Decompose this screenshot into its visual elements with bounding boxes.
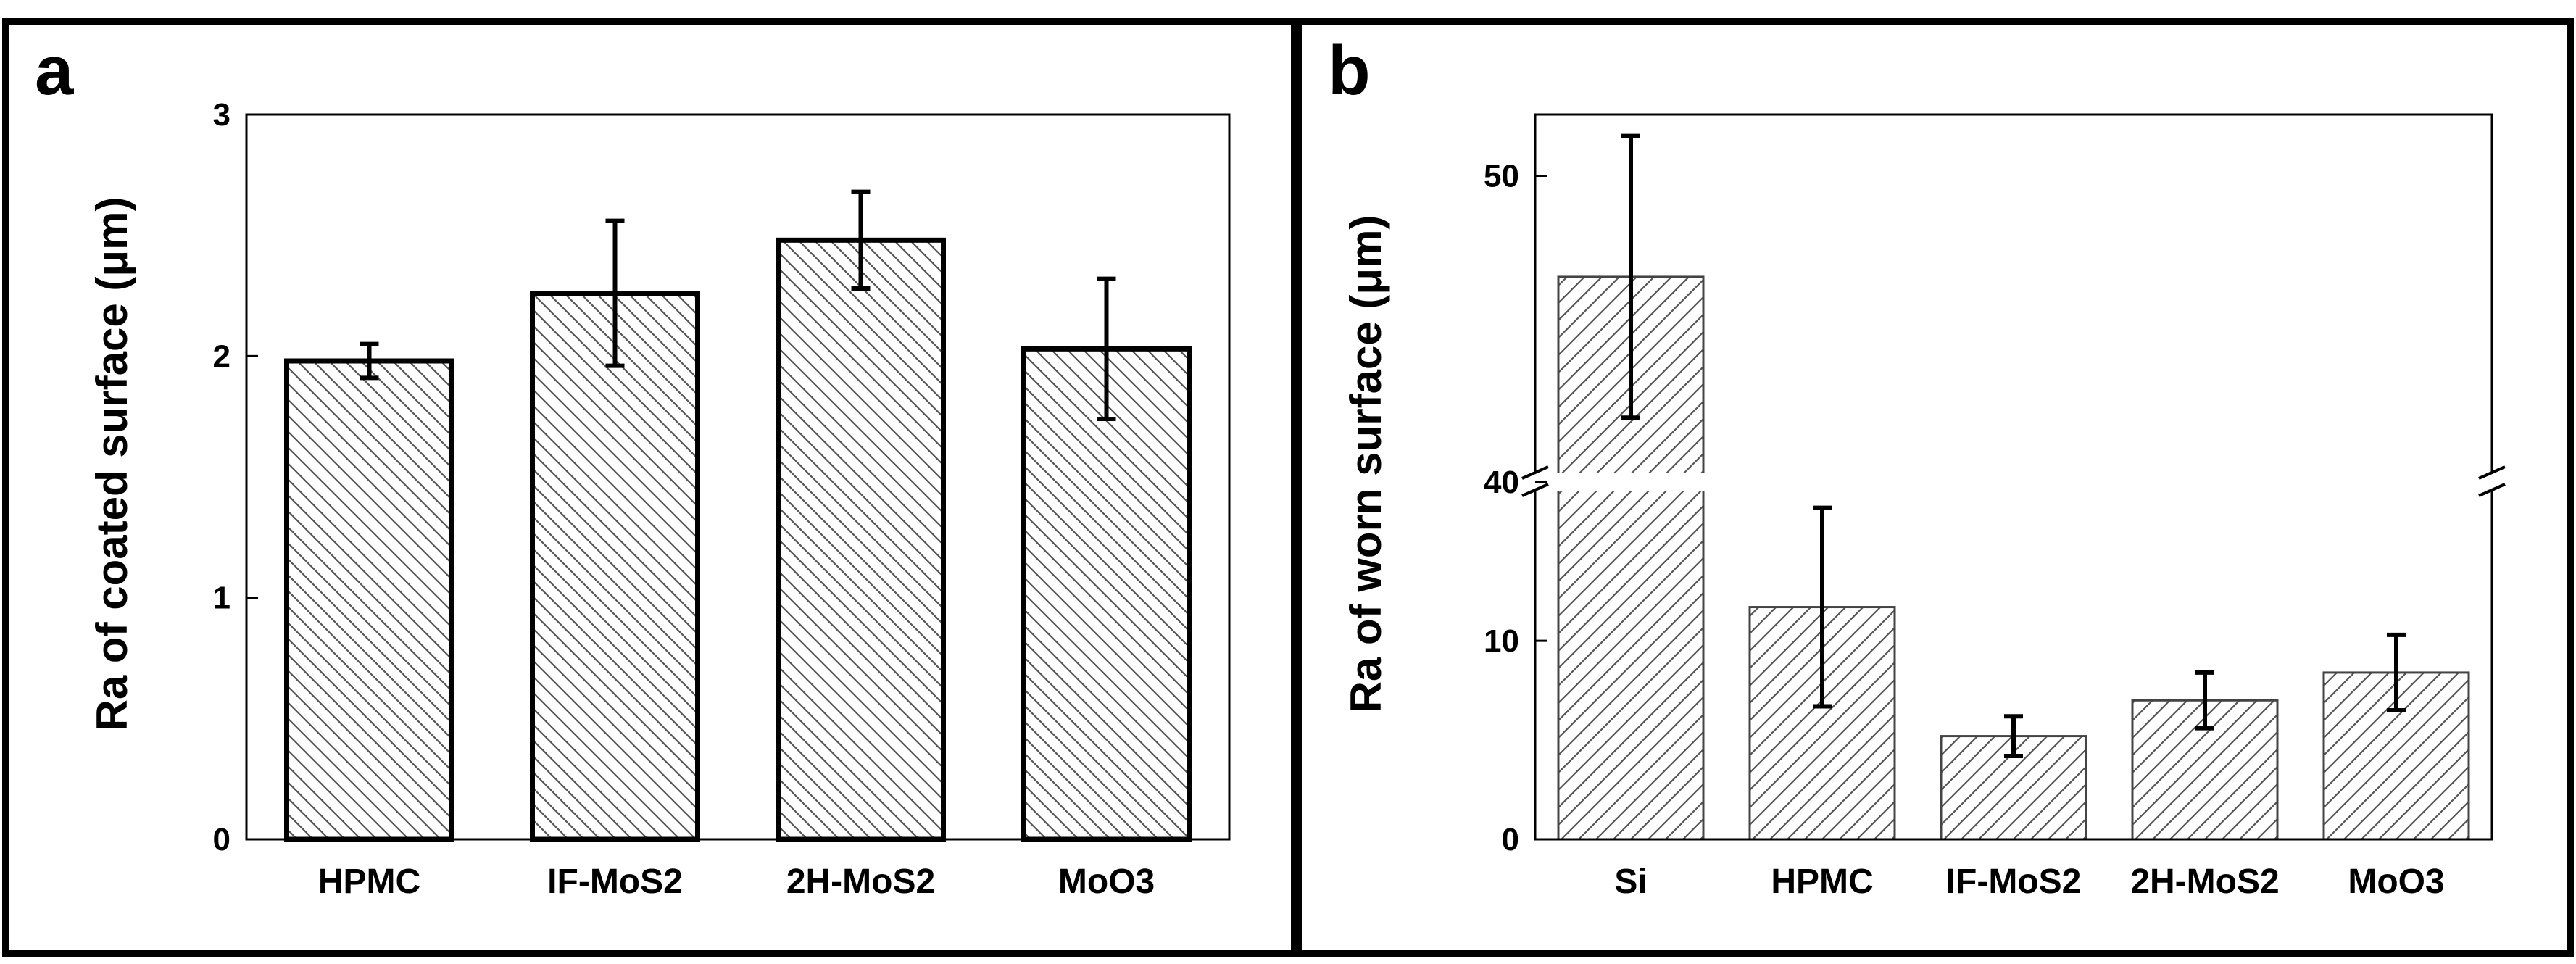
y-tick-label: 0 — [213, 822, 230, 857]
y-tick-label: 40 — [1484, 465, 1519, 500]
bar-2h-mos2 — [2131, 699, 2279, 841]
error-bar-si — [1621, 133, 1640, 420]
panel-a-letter: a — [35, 32, 74, 109]
x-tick-label-moo3: MoO3 — [2348, 863, 2444, 901]
panel-b-y-ticks: 0 10 40 50 — [1484, 159, 1547, 857]
x-tick-label-moo3: MoO3 — [1058, 863, 1155, 901]
y-tick-label: 0 — [1502, 822, 1519, 857]
panel-b-axis-break-right — [2478, 465, 2506, 497]
panel-a-frame — [2, 18, 1298, 957]
error-bar-moo3 — [2387, 632, 2406, 712]
panel-a-y-ticks: 0 1 2 3 — [213, 97, 258, 857]
panel-b-x-ticks: Si HPMC IF-MoS2 2H-MoS2 MoO3 — [1614, 863, 2444, 901]
error-bar-2h-mos2 — [851, 189, 871, 291]
panel-b-letter: b — [1328, 32, 1371, 109]
x-tick-label-hpmc: HPMC — [318, 863, 420, 901]
x-tick-label-if-mos2: IF-MoS2 — [1946, 863, 2082, 901]
panel-a-x-ticks: HPMC IF-MoS2 2H-MoS2 MoO3 — [318, 863, 1155, 901]
y-tick-label: 2 — [213, 338, 230, 374]
panel-a-plot-frame — [245, 113, 1231, 841]
x-tick-label-if-mos2: IF-MoS2 — [547, 863, 683, 901]
bar-hpmc — [284, 358, 454, 842]
panel-b-frame — [1295, 18, 2574, 957]
panel-a-error-bars — [360, 189, 1116, 421]
panel-a-y-axis-label: Ra of coated surface (μm) — [88, 197, 136, 731]
error-bar-moo3 — [1097, 276, 1116, 421]
x-tick-label-2h-mos2: 2H-MoS2 — [2130, 863, 2279, 901]
panel-a-bars — [284, 237, 1192, 842]
y-tick-label: 3 — [213, 97, 230, 133]
y-tick-label: 1 — [213, 581, 230, 616]
panel-b-error-bars — [1621, 133, 2406, 758]
panel-b-chart: 0 10 40 50 Si HPMC IF-MoS2 2H-MoS2 MoO3 Ra of w… — [1342, 113, 2508, 901]
bar-moo3 — [2322, 671, 2470, 841]
error-bar-2h-mos2 — [2195, 670, 2214, 731]
panel-b-axis-break-left — [1521, 465, 1549, 497]
y-tick-label: 10 — [1484, 623, 1519, 659]
panel-b-bars — [1557, 275, 2470, 841]
y-tick-label: 50 — [1484, 159, 1519, 194]
bar-if-mos2 — [530, 291, 700, 842]
x-tick-label-si: Si — [1614, 863, 1647, 901]
error-bar-hpmc — [360, 341, 379, 381]
bar-2h-mos2 — [776, 237, 946, 842]
x-tick-label-2h-mos2: 2H-MoS2 — [786, 863, 935, 901]
panel-b-axis-break-gap — [1522, 473, 2508, 491]
error-bar-if-mos2 — [2004, 714, 2023, 758]
panel-a-chart: 0 1 2 3 HPMC IF-MoS2 2H-MoS2 MoO3 Ra of coated… — [88, 97, 1231, 901]
panel-b-y-axis-label: Ra of worn surface (μm) — [1342, 215, 1390, 713]
error-bar-hpmc — [1813, 505, 1832, 709]
x-tick-label-hpmc: HPMC — [1771, 863, 1873, 901]
bar-moo3 — [1021, 346, 1192, 842]
error-bar-if-mos2 — [605, 218, 625, 368]
